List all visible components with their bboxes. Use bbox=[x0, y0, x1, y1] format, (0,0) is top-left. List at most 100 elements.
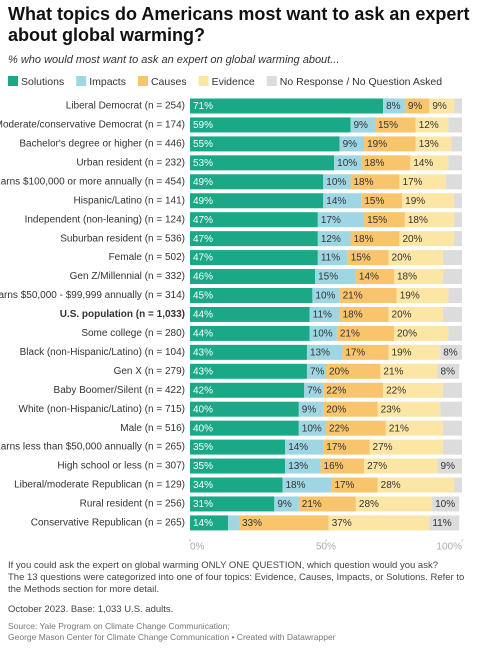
value-label: 21% bbox=[383, 366, 403, 377]
value-label: 19% bbox=[405, 196, 425, 207]
note: The 13 questions were categorized into o… bbox=[8, 572, 465, 595]
value-label: 14% bbox=[413, 158, 433, 169]
category-label: High school or less (n = 307) bbox=[57, 461, 185, 472]
bar-segment bbox=[388, 306, 443, 322]
category-label: Liberal Democrat (n = 254) bbox=[66, 101, 185, 112]
value-label: 17% bbox=[321, 215, 341, 226]
value-label: 37% bbox=[332, 518, 352, 529]
value-label: 18% bbox=[353, 234, 373, 245]
bar-segment bbox=[190, 496, 275, 512]
bar-segment bbox=[415, 136, 452, 152]
bar-segment bbox=[282, 477, 332, 493]
bar-segment bbox=[442, 382, 462, 398]
bar-segment bbox=[190, 155, 335, 171]
bar-segment bbox=[190, 439, 286, 455]
bar-segment bbox=[336, 325, 394, 341]
bar-segment bbox=[442, 420, 462, 436]
legend-label: No Response / No Question Asked bbox=[280, 76, 442, 88]
bar-segment bbox=[350, 117, 375, 133]
bar-segment bbox=[190, 382, 305, 398]
bar-segment bbox=[326, 420, 386, 436]
value-label: 23% bbox=[381, 404, 401, 415]
value-label: 34% bbox=[193, 480, 213, 491]
bar-segment bbox=[323, 401, 378, 417]
bar-segment bbox=[394, 325, 449, 341]
bar-segment bbox=[323, 439, 370, 455]
value-label: 19% bbox=[400, 291, 420, 302]
category-label: Earns $50,000 - $99,999 annually (n = 31… bbox=[0, 290, 185, 301]
value-label: 21% bbox=[343, 291, 363, 302]
bar-segment bbox=[190, 420, 299, 436]
bar-segment bbox=[285, 439, 324, 455]
value-label: 28% bbox=[381, 480, 401, 491]
value-label: 59% bbox=[193, 120, 213, 131]
bar-segment bbox=[228, 515, 239, 531]
value-label: 55% bbox=[193, 139, 213, 150]
value-label: 20% bbox=[402, 234, 422, 245]
bar-segment bbox=[380, 363, 438, 379]
bar-segment bbox=[448, 155, 462, 171]
value-label: 43% bbox=[193, 366, 213, 377]
value-label: 31% bbox=[193, 499, 213, 510]
bar-segment bbox=[190, 325, 310, 341]
legend-label: Causes bbox=[151, 76, 187, 88]
bar-segment bbox=[350, 231, 400, 247]
value-label: 7% bbox=[310, 366, 325, 377]
value-label: 18% bbox=[353, 177, 373, 188]
value-label: 22% bbox=[326, 385, 346, 396]
value-label: 17% bbox=[345, 347, 365, 358]
category-label: Conservative Republican (n = 265) bbox=[31, 518, 185, 529]
bar-segment bbox=[190, 136, 340, 152]
bar-segment bbox=[453, 98, 462, 114]
bar-segment bbox=[317, 250, 348, 266]
value-label: 49% bbox=[193, 177, 213, 188]
bar-segment bbox=[190, 117, 351, 133]
value-label: 21% bbox=[340, 329, 360, 340]
value-label: 44% bbox=[193, 310, 213, 321]
bar-segment bbox=[190, 344, 307, 360]
bar-segment bbox=[404, 98, 430, 114]
bar-segment bbox=[415, 117, 449, 133]
chart-title: What topics do Americans most want to as… bbox=[8, 4, 470, 45]
value-label: 19% bbox=[367, 139, 387, 150]
value-label: 15% bbox=[378, 120, 398, 131]
legend-label: Solutions bbox=[21, 76, 64, 88]
category-label: Suburban resident (n = 536) bbox=[60, 233, 185, 244]
value-label: 9% bbox=[441, 461, 456, 472]
value-label: 11% bbox=[313, 310, 332, 321]
value-label: 14% bbox=[359, 272, 379, 283]
legend-swatch bbox=[266, 76, 277, 86]
category-label: Some college (n = 280) bbox=[81, 328, 185, 339]
bar-segment bbox=[437, 363, 460, 379]
x-tick-label: 100% bbox=[436, 542, 462, 553]
legend-label: Evidence bbox=[212, 76, 255, 88]
value-label: 21% bbox=[389, 423, 409, 434]
bar-segment bbox=[442, 269, 462, 285]
value-label: 20% bbox=[392, 253, 412, 264]
bar-segment bbox=[448, 117, 462, 133]
value-label: 40% bbox=[193, 404, 213, 415]
value-label: 10% bbox=[302, 423, 322, 434]
bar-segment bbox=[388, 250, 443, 266]
value-label: 15% bbox=[318, 272, 338, 283]
legend-swatch bbox=[198, 76, 209, 86]
value-label: 22% bbox=[386, 385, 406, 396]
value-label: 47% bbox=[193, 234, 213, 245]
legend-swatch bbox=[137, 76, 148, 86]
value-label: 42% bbox=[193, 385, 213, 396]
bar-segment bbox=[355, 269, 394, 285]
note: If you could ask the expert on global wa… bbox=[8, 560, 438, 571]
value-label: 9% bbox=[277, 499, 292, 510]
bar-segment bbox=[190, 306, 310, 322]
bar-segment bbox=[394, 269, 443, 285]
value-label: 10% bbox=[337, 158, 357, 169]
category-label: Gen X (n = 279) bbox=[114, 366, 185, 377]
bar-segment bbox=[437, 458, 462, 474]
bar-segment bbox=[342, 344, 389, 360]
bar-segment bbox=[339, 288, 397, 303]
value-label: 8% bbox=[441, 366, 456, 377]
value-label: 12% bbox=[321, 234, 341, 245]
value-label: 12% bbox=[419, 120, 439, 131]
value-label: 9% bbox=[408, 101, 423, 112]
bar-segment bbox=[440, 344, 462, 360]
